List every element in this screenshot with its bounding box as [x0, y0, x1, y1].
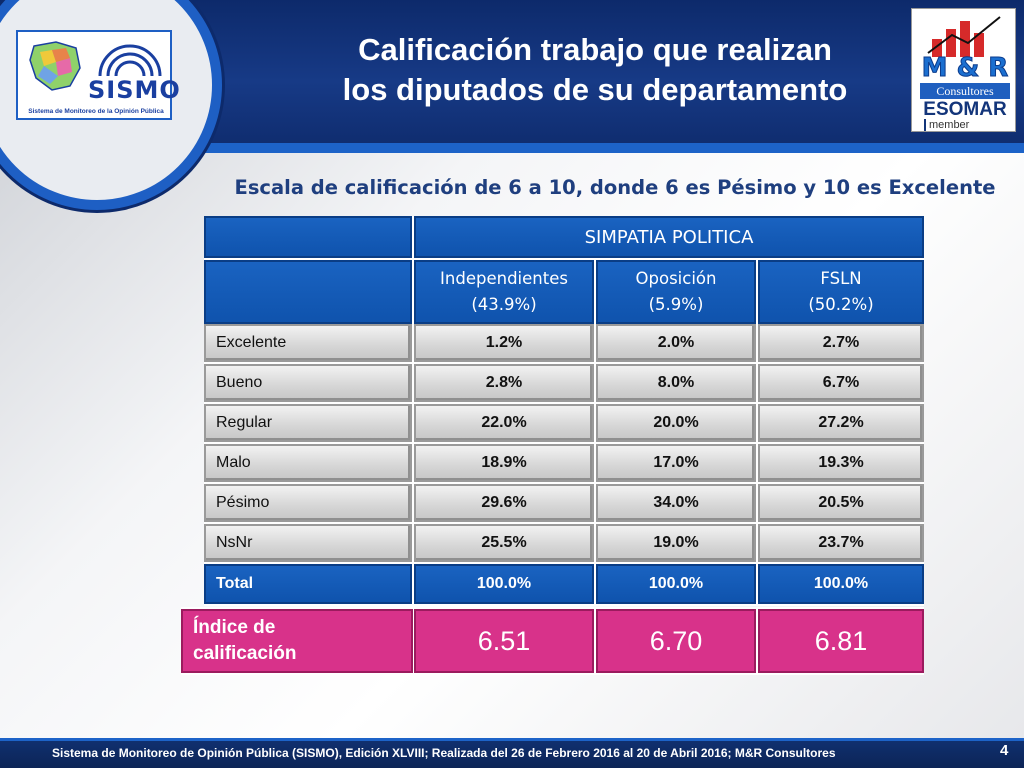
column-name: Oposición: [635, 269, 717, 288]
table-cell: 19.0%: [596, 524, 756, 562]
sismo-logo: SISMO Sistema de Monitoreo de la Opinión…: [16, 30, 180, 120]
footer-source: Sistema de Monitoreo de Opinión Pública …: [52, 746, 836, 760]
signal-waves-icon: [98, 44, 162, 77]
table-corner-top: [204, 216, 412, 258]
column-share: (43.9%): [471, 295, 537, 314]
table-cell: 20.0%: [596, 404, 756, 442]
table-cell: 27.2%: [758, 404, 924, 442]
index-row: Índice de calificación 6.51 6.70 6.81: [181, 607, 924, 675]
column-header-fsln: FSLN (50.2%): [758, 260, 924, 324]
table-cell: 1.2%: [414, 324, 594, 362]
table-cell: 22.0%: [414, 404, 594, 442]
table-cell: 17.0%: [596, 444, 756, 482]
page-title: Calificación trabajo que realizan los di…: [280, 30, 910, 110]
index-label: Índice de calificación: [181, 609, 413, 673]
table-cell: 2.7%: [758, 324, 924, 362]
table-cell: 23.7%: [758, 524, 924, 562]
row-label-excelente: Excelente: [204, 324, 412, 362]
mr-letters: M & R: [921, 53, 1009, 83]
sismo-wordmark: SISMO: [88, 76, 181, 104]
total-cell: 100.0%: [414, 564, 594, 604]
footer-band: [0, 738, 1024, 768]
row-label-regular: Regular: [204, 404, 412, 442]
table-corner-bottom: [204, 260, 412, 324]
index-label-line-2: calificación: [193, 643, 297, 664]
bar-chart-icon: [927, 16, 1001, 57]
index-value-independientes: 6.51: [414, 609, 594, 673]
column-name: Independientes: [440, 269, 568, 288]
title-line-1: Calificación trabajo que realizan: [358, 32, 832, 67]
column-name: FSLN: [820, 269, 862, 288]
member-label: member: [924, 119, 969, 131]
table-cell: 34.0%: [596, 484, 756, 522]
table-cell: 8.0%: [596, 364, 756, 402]
table-cell: 19.3%: [758, 444, 924, 482]
row-label-bueno: Bueno: [204, 364, 412, 402]
table-cell: 2.8%: [414, 364, 594, 402]
table-cell: 2.0%: [596, 324, 756, 362]
row-label-pesimo: Pésimo: [204, 484, 412, 522]
esomar-label: ESOMAR: [923, 99, 1007, 120]
table-cell: 29.6%: [414, 484, 594, 522]
index-value-fsln: 6.81: [758, 609, 924, 673]
header-stripe: [0, 143, 1024, 153]
column-share: (5.9%): [648, 295, 704, 314]
column-header-independientes: Independientes (43.9%): [414, 260, 594, 324]
table-cell: 20.5%: [758, 484, 924, 522]
index-label-line-1: Índice de: [193, 617, 276, 638]
row-label-nsnr: NsNr: [204, 524, 412, 562]
row-label-malo: Malo: [204, 444, 412, 482]
column-share: (50.2%): [808, 295, 874, 314]
group-header: SIMPATIA POLITICA: [414, 216, 924, 258]
sismo-tagline: Sistema de Monitoreo de la Opinión Públi…: [28, 108, 164, 115]
scale-subtitle: Escala de calificación de 6 a 10, donde …: [234, 176, 996, 199]
index-value-oposicion: 6.70: [596, 609, 756, 673]
mr-consultores-label: Consultores: [920, 83, 1010, 99]
page-number: 4: [1000, 742, 1009, 759]
title-line-2: los diputados de su departamento: [342, 72, 848, 107]
total-cell: 100.0%: [596, 564, 756, 604]
table-cell: 18.9%: [414, 444, 594, 482]
column-header-oposicion: Oposición (5.9%): [596, 260, 756, 324]
results-table: SIMPATIA POLITICA Independientes (43.9%)…: [204, 216, 924, 606]
row-label-total: Total: [204, 564, 412, 604]
table-cell: 6.7%: [758, 364, 924, 402]
map-icon: [29, 41, 81, 91]
table-cell: 25.5%: [414, 524, 594, 562]
mr-consultores-logo: M & R Consultores ESOMAR member: [911, 8, 1016, 132]
total-cell: 100.0%: [758, 564, 924, 604]
